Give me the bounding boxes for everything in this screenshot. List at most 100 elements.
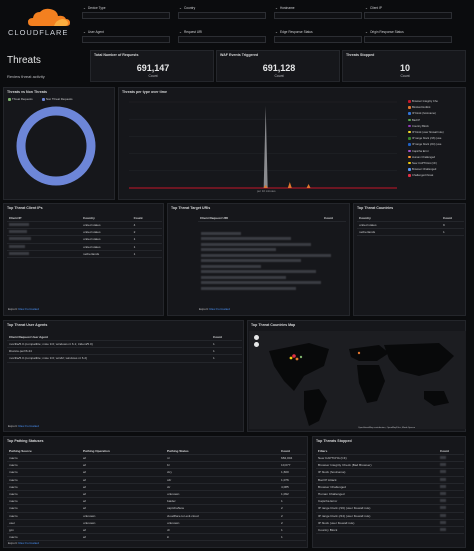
col-header[interactable]: Pathing Source [9, 448, 32, 453]
cell-country: united states [83, 244, 101, 249]
col-header[interactable]: Count [440, 448, 449, 453]
threats-vs-non-threats-panel: Threats vs Non Threats Threat Requests N… [3, 87, 115, 200]
export-formatted-link[interactable]: Formatted [25, 307, 39, 311]
world-map[interactable] [249, 331, 466, 429]
filter-label: Origin Response Status [370, 30, 404, 34]
export-raw-link[interactable]: Raw [18, 424, 25, 428]
panel-title: Top Threat Client IPs [7, 206, 43, 210]
redacted-count [440, 506, 446, 510]
export-label: Export: [8, 307, 18, 311]
table-cell: macro [9, 470, 18, 475]
col-header[interactable]: Count [324, 215, 333, 220]
legend-item[interactable]: IP block (hostname) [408, 112, 444, 118]
col-header[interactable]: Filters [318, 448, 328, 453]
filter-input[interactable] [82, 36, 170, 43]
stat-label: Total Number of Requests [94, 53, 139, 57]
filter-input[interactable] [82, 12, 170, 19]
legend-item[interactable]: Captcha Error [408, 150, 444, 156]
cell-count: 1 [133, 244, 136, 249]
legend-swatch [408, 124, 411, 128]
cell-filter: Country Block [318, 527, 338, 532]
redacted-ip [9, 223, 29, 227]
table-row: macro wl unknown 1,092 [7, 490, 306, 498]
x-axis-label: per 10 minutes [257, 189, 276, 193]
legend-item[interactable]: Browser Challenged [408, 168, 444, 174]
legend-label: Threat Requests [12, 97, 33, 101]
export-links: Export: Raw Formatted [8, 541, 39, 545]
export-formatted-link[interactable]: Formatted [25, 424, 39, 428]
chevron-down-icon[interactable]: ⌄ [365, 5, 368, 10]
col-header[interactable]: Count [281, 448, 290, 453]
table-cell: 10,077 [281, 463, 291, 468]
filter-input[interactable] [364, 12, 452, 19]
legend-item[interactable]: IP range block (/16) (use [408, 137, 444, 143]
col-header[interactable]: Count [443, 215, 452, 220]
filter-input[interactable] [178, 12, 266, 19]
panel-title: Top Threat Countries [357, 206, 394, 210]
redacted-count [440, 492, 446, 496]
cell-count [438, 490, 464, 497]
legend-item[interactable]: Threat Requests [8, 97, 33, 101]
table-row: IP block (user firewall rule) [316, 519, 464, 527]
cell-count: 2 [133, 230, 136, 235]
redacted-uri [201, 264, 261, 268]
chevron-down-icon[interactable]: ⌄ [83, 5, 86, 10]
legend-item[interactable]: Challenged threat [408, 174, 444, 180]
table-cell: 4,085 [281, 484, 289, 489]
cell-user-agent: libwww-perl/6.44 [9, 349, 32, 354]
stat-waf-events: WAF Events Triggered 691,128 Count [216, 50, 340, 82]
col-header[interactable]: Count [133, 215, 143, 220]
filter-input[interactable] [178, 36, 266, 43]
col-header[interactable]: Count [213, 334, 222, 339]
export-raw-link[interactable]: Raw [18, 307, 25, 311]
table-row: macro wl ctry 1,600 [7, 469, 306, 477]
redacted-uri [201, 231, 241, 235]
table-cell: macro [9, 477, 18, 482]
zoom-in-button[interactable] [254, 335, 259, 340]
legend-item[interactable]: Bad IP [408, 119, 444, 125]
col-header[interactable]: Client Request User Agent [9, 334, 48, 339]
zoom-out-button[interactable] [254, 342, 259, 347]
col-header[interactable]: Pathing Status [167, 448, 189, 453]
export-formatted-link[interactable]: Formatted [25, 541, 39, 545]
chevron-down-icon[interactable]: ⌄ [365, 29, 368, 34]
chevron-down-icon[interactable]: ⌄ [275, 29, 278, 34]
col-header[interactable]: Country [359, 215, 371, 220]
table-row: united states 1 [7, 236, 162, 244]
table-cell: user [9, 520, 16, 525]
redacted-ip [9, 230, 27, 234]
legend-item[interactable]: IP range block (/24) (use [408, 143, 444, 149]
legend-item[interactable]: Human Challenged [408, 156, 444, 162]
stat-threats-stopped: Threats Stopped 10 Count [342, 50, 466, 82]
legend-label: Country Block [412, 124, 429, 128]
legend-item[interactable]: Country Block [408, 125, 444, 131]
col-header[interactable]: Client IP [9, 215, 22, 220]
export-raw-link[interactable]: Raw [18, 541, 25, 545]
col-header[interactable]: Pathing Operation [83, 448, 110, 453]
legend-item[interactable]: Browser Integrity Che [408, 100, 444, 106]
export-raw-link[interactable]: Raw [209, 307, 216, 311]
legend-item[interactable]: Non Threat Requests [42, 97, 73, 101]
table-row: Human Challenged [316, 490, 464, 498]
chevron-down-icon[interactable]: ⌄ [275, 5, 278, 10]
col-header[interactable]: Client Request URI [200, 215, 228, 220]
export-formatted-link[interactable]: Formatted [216, 307, 230, 311]
legend-item[interactable]: New CAPTCHA (CF) [408, 162, 444, 168]
legend-item[interactable]: IP block (user firewall rule) [408, 131, 444, 137]
chart-legend: Browser Integrity Che Blocked Hotlink IP b… [408, 100, 444, 180]
top-target-uris-panel: Top Threat Target URIs Client Request UR… [167, 203, 350, 316]
filter-input[interactable] [274, 36, 362, 43]
legend-swatch [42, 98, 45, 101]
panel-title: Top Pathing Statuses [7, 439, 44, 443]
chevron-down-icon[interactable]: ⌄ [179, 5, 182, 10]
panel-title: Top Threats Stopped [316, 439, 352, 443]
col-header[interactable]: Country [83, 215, 95, 220]
chevron-down-icon[interactable]: ⌄ [179, 29, 182, 34]
filter-input[interactable] [274, 12, 362, 19]
chevron-down-icon[interactable]: ⌄ [83, 29, 86, 34]
legend-item[interactable]: Blocked Hotlink [408, 106, 444, 112]
cell-user-agent: mozilla/5.0 (compatible; msie 9.0; win32… [9, 356, 88, 361]
legend-label: IP range block (/24) (use [412, 143, 442, 147]
cell-count: 9 [443, 223, 445, 228]
filter-input[interactable] [364, 36, 452, 43]
